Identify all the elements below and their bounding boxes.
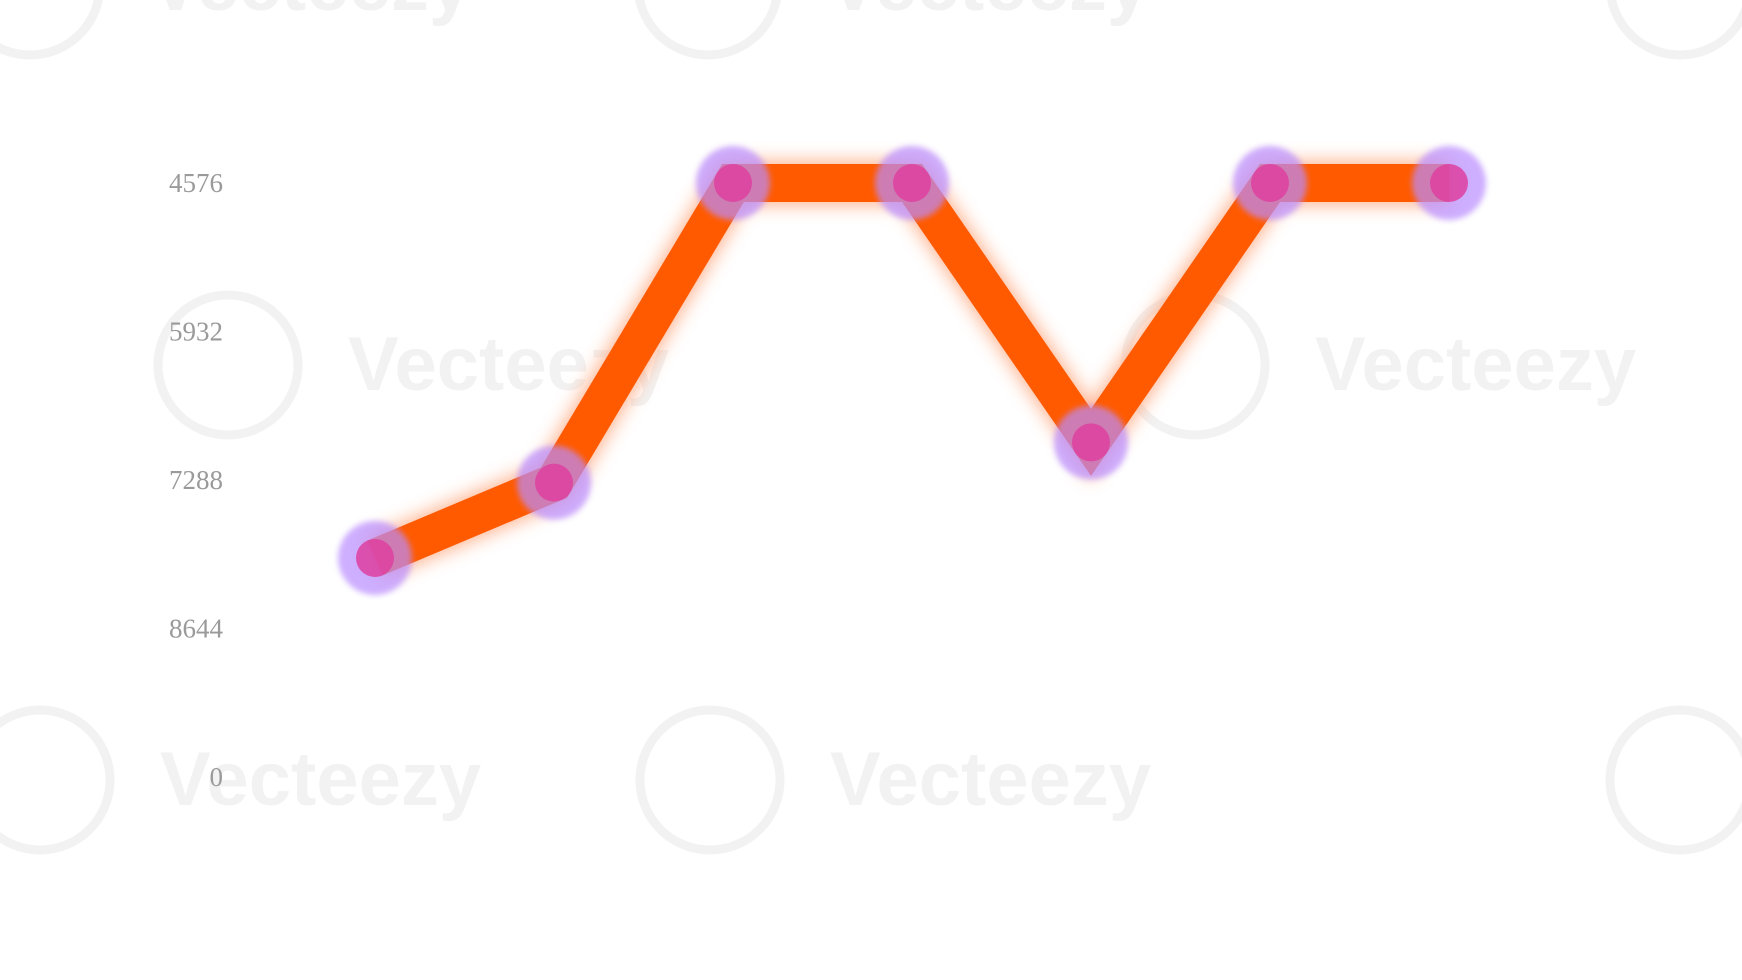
watermark-text: Vecteezy [1315,322,1636,407]
data-point-core [535,463,573,502]
watermark: Vecteezy [1605,705,1742,855]
y-tick-label: 8644 [169,614,224,644]
vecteezy-logo-icon [1605,705,1742,855]
data-point-core [893,164,931,202]
watermark: Vecteezy [635,0,1149,60]
vecteezy-logo-icon [0,0,103,60]
vecteezy-logo-icon [0,705,115,855]
watermark-text: Vecteezy [160,737,481,822]
y-axis: 4576 5932 7288 8644 0 [169,168,224,792]
watermark-layer: Vecteezy Vecteezy Vecteezy Vecteezy Vecteezy… [0,0,1742,855]
vecteezy-logo-icon [635,0,781,60]
watermark-text: Vecteezy [830,737,1151,822]
y-tick-label: 0 [210,762,224,792]
watermark: Vecteezy [635,705,1151,855]
data-point-core [1430,164,1468,202]
vecteezy-logo-icon [153,290,303,440]
data-point-core [1251,164,1289,202]
series-layer [338,146,1486,595]
vecteezy-logo-icon [1607,0,1742,60]
watermark-text: Vecteezy [828,0,1149,27]
data-point-core [1072,423,1110,462]
watermark: Vecteezy [0,705,481,855]
watermark: Vecteezy [1607,0,1742,60]
watermark: Vecteezy [0,0,471,60]
y-tick-label: 7288 [169,465,223,495]
data-point-core [356,538,394,577]
data-point-core [714,164,752,202]
y-tick-label: 4576 [169,168,223,198]
vecteezy-logo-icon [635,705,785,855]
watermark-text: Vecteezy [150,0,471,27]
y-tick-label: 5932 [169,317,223,347]
